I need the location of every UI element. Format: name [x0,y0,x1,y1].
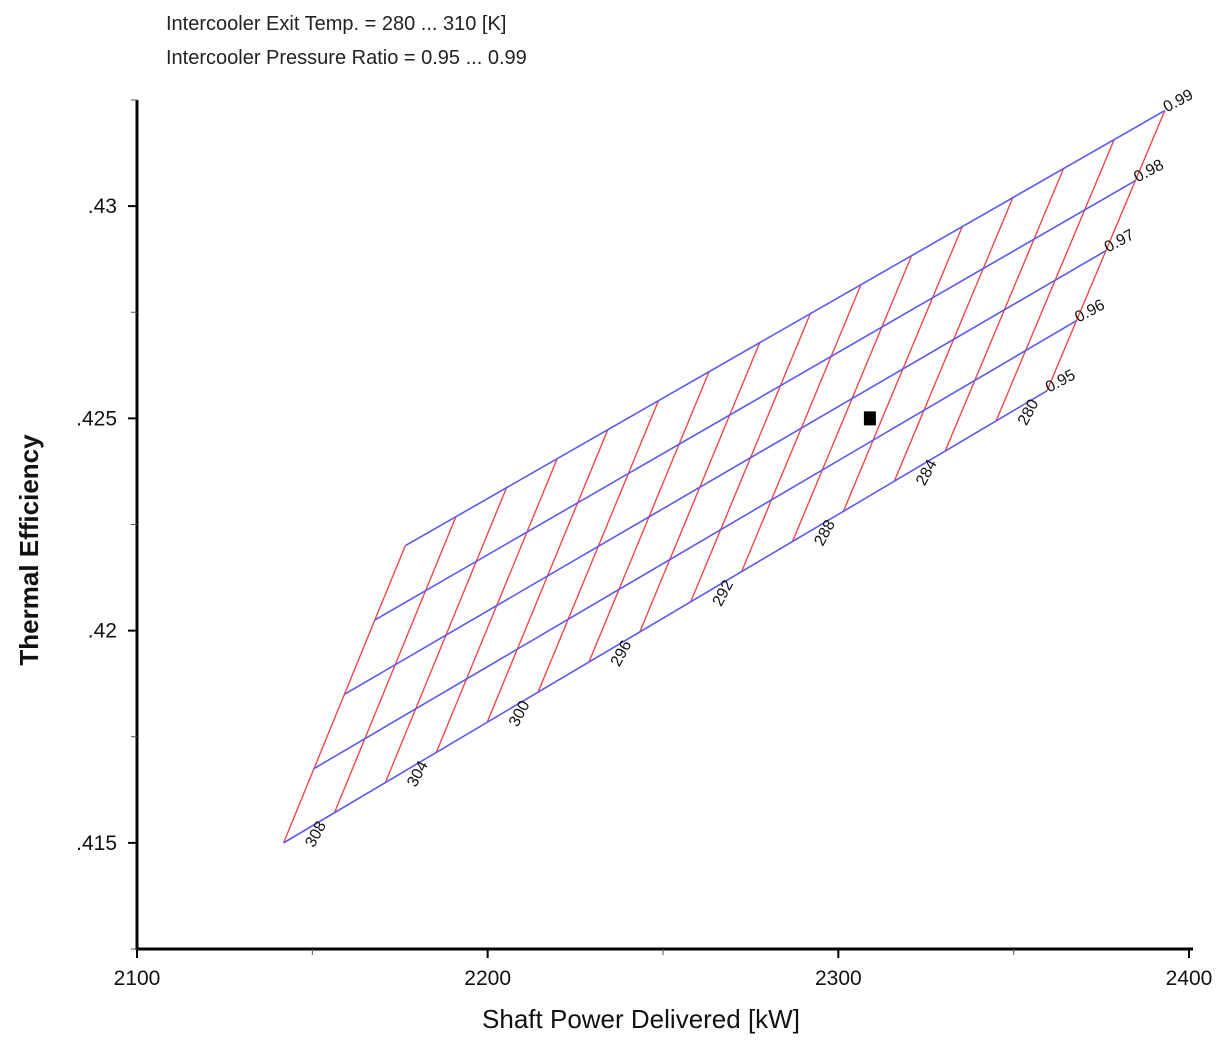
exit-temp-label: 292 [710,577,738,609]
pressure-ratio-range-note: Intercooler Pressure Ratio = 0.95 ... 0.… [166,47,527,69]
axes [135,100,1193,951]
pressure-ratio-line [404,109,1166,547]
exit-temp-label: 284 [913,457,941,489]
pressure-ratio-line [313,320,1077,770]
design-point-layer [863,411,876,426]
pressure-ratio-line [374,179,1136,621]
exit-temp-label: 300 [506,698,534,730]
exit-temp-label: 296 [608,638,636,670]
header-notes: Intercooler Exit Temp. = 280 ... 310 [K]… [166,13,527,69]
y-tick-label: .43 [88,195,117,218]
y-tick-label: .415 [76,832,117,855]
pressure-ratio-line [344,250,1107,695]
pressure-ratio-line [283,390,1048,844]
exit-temp-label: 304 [404,758,432,790]
y-tick-label: .42 [88,620,117,643]
design-point-marker [863,411,876,426]
exit-temp-label: 288 [811,517,839,549]
exit-temp-range-note: Intercooler Exit Temp. = 280 ... 310 [K] [166,13,506,35]
pressure-ratio-label: 0.97 [1102,227,1138,257]
x-tick-label: 2100 [114,967,161,990]
x-tick-label: 2300 [815,967,862,990]
exit-temp-label: 308 [302,819,330,851]
pressure-ratio-label: 0.95 [1043,367,1079,397]
x-axis-title: Shaft Power Delivered [kW] [482,1004,800,1034]
pressure-ratio-label: 0.99 [1161,86,1197,116]
y-tick-label: .425 [76,407,117,430]
x-tick-label: 2200 [464,967,511,990]
exit-temp-label: 280 [1015,397,1043,429]
carpet-line-labels: 0.95 0.96 0.97 0.98 0.99 308 304 300 296 292 288 28… [302,86,1196,850]
y-axis-title: Thermal Efficiency [14,434,44,666]
axis-ticks: 2100 2200 2300 2400 .415 .42 .425 .43 [76,99,1213,990]
pressure-ratio-label: 0.98 [1131,157,1167,187]
x-tick-label: 2400 [1166,967,1213,990]
pressure-ratio-label: 0.96 [1072,297,1108,327]
carpet-grid [282,109,1166,844]
